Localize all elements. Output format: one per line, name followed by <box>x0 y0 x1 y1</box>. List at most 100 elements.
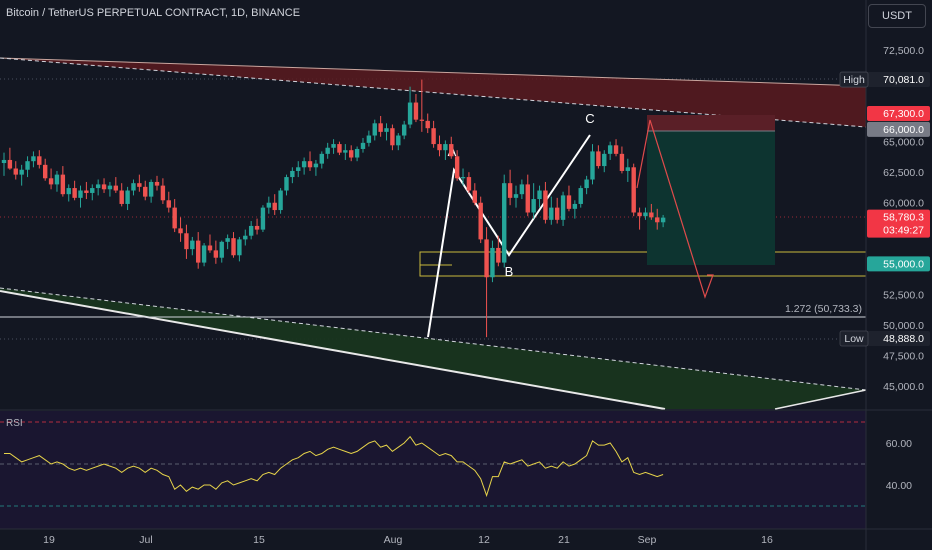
candle-body <box>649 212 654 218</box>
time-tick: 21 <box>558 534 570 546</box>
candle-body <box>172 207 177 229</box>
candle-body <box>454 156 460 179</box>
candle-body <box>72 188 77 198</box>
price-tag-value: 70,081.0 <box>883 74 924 86</box>
candle-body <box>190 240 195 250</box>
candle-body <box>507 183 513 198</box>
candle-body <box>101 184 107 190</box>
candle-body <box>478 202 483 240</box>
candle-body <box>549 207 554 220</box>
candle-body <box>390 128 395 146</box>
candle-body <box>660 217 666 223</box>
currency-button[interactable]: USDT <box>868 4 926 28</box>
price-tag-value: 58,780.3 <box>883 212 924 224</box>
candle-body <box>184 233 189 250</box>
candle-body <box>60 174 66 195</box>
candle-body <box>354 148 360 158</box>
candle-body <box>596 151 601 167</box>
candle-body <box>154 181 160 186</box>
price-tag-countdown: 03:49:27 <box>883 225 924 237</box>
channel-upper-line <box>0 57 867 87</box>
candle-body <box>290 170 295 178</box>
candle-body <box>301 161 307 168</box>
candle-body <box>107 185 113 190</box>
candle-body <box>619 153 625 171</box>
projected-path <box>636 119 714 299</box>
candle-body <box>531 199 536 213</box>
price-tick: 45,000.0 <box>883 381 924 393</box>
candle-body <box>372 123 377 136</box>
time-tick: 15 <box>253 534 265 546</box>
price-tag-value: 67,300.0 <box>883 108 924 120</box>
time-tick: 16 <box>761 534 773 546</box>
candle-body <box>525 184 530 213</box>
candle-body <box>466 177 472 191</box>
candle-body <box>196 240 201 263</box>
price-tag-value: 55,000.0 <box>883 258 924 270</box>
candle-body <box>243 235 248 240</box>
candle-body <box>349 150 354 158</box>
candle-body <box>502 183 507 263</box>
candle-body <box>590 151 595 180</box>
candle-body <box>449 144 454 157</box>
candle-body <box>496 247 501 263</box>
candle-body <box>378 123 383 132</box>
candle-body <box>443 144 448 151</box>
candle-body <box>343 150 348 153</box>
candle-body <box>360 142 366 149</box>
price-tag-value: 48,888.0 <box>883 333 924 345</box>
candle-body <box>48 178 54 185</box>
candle-body <box>296 167 301 171</box>
candle-body <box>254 225 260 230</box>
candle-body <box>319 153 324 164</box>
candle-body <box>313 163 319 168</box>
candle-body <box>54 174 60 185</box>
candle-body <box>625 167 631 171</box>
candle-body <box>513 194 519 198</box>
rsi-tick: 60.00 <box>886 438 912 450</box>
candle-body <box>431 128 436 145</box>
candle-body <box>284 177 289 191</box>
candle-body <box>19 169 24 175</box>
candle-body <box>613 145 619 154</box>
fib-1272-label: 1.272 (50,733.3) <box>785 303 862 315</box>
candle-body <box>125 190 130 204</box>
candle-body <box>572 203 578 209</box>
price-tick: 60,000.0 <box>883 198 924 210</box>
candle-body <box>419 119 425 121</box>
time-tick: 19 <box>43 534 55 546</box>
candle-body <box>584 179 589 189</box>
wedge-lower-line <box>0 290 666 410</box>
price-tag-box <box>867 121 930 137</box>
candle-body <box>307 161 313 168</box>
candle-body <box>643 212 648 217</box>
candle-body <box>437 144 442 151</box>
candle-body <box>248 225 254 236</box>
candle-body <box>543 190 548 220</box>
candle-body <box>566 195 572 209</box>
price-tag-value: 66,000.0 <box>883 124 924 136</box>
candle-body <box>266 202 272 208</box>
price-tag-box <box>867 106 930 122</box>
candle-body <box>201 245 207 263</box>
time-tick: Jul <box>139 534 152 546</box>
price-tick: 65,000.0 <box>883 137 924 149</box>
candle-body <box>325 147 330 154</box>
pattern-label-c: C <box>585 111 594 126</box>
candle-body <box>637 212 642 217</box>
candle-body <box>25 161 30 170</box>
candle-body <box>519 184 525 195</box>
candle-body <box>1 159 7 164</box>
candle-body <box>607 145 613 154</box>
candle-body <box>137 183 142 187</box>
candle-body <box>37 156 42 165</box>
price-tag-label-box <box>839 330 869 347</box>
candle-body <box>560 195 566 220</box>
price-tag-box <box>867 209 930 238</box>
candle-body <box>143 186 148 197</box>
candle-body <box>384 128 389 132</box>
candle-body <box>631 167 636 213</box>
rsi-tick: 40.00 <box>886 480 912 492</box>
candle-body <box>213 250 219 258</box>
